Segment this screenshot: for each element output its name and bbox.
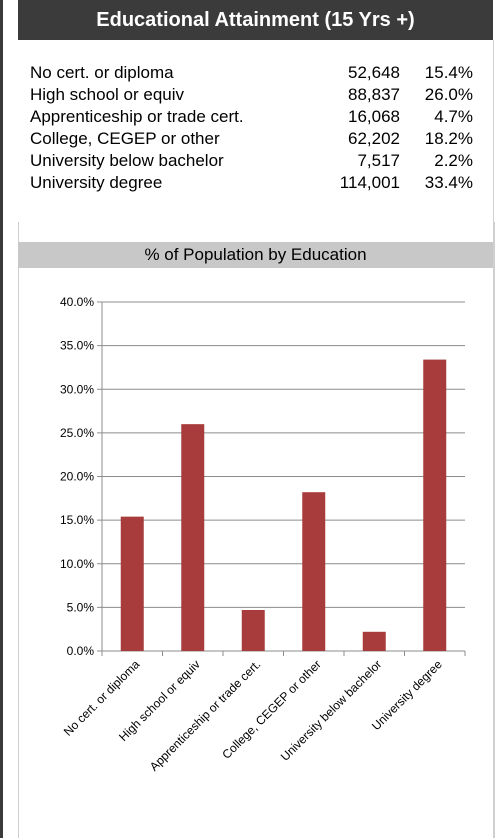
y-tick-label: 0.0% bbox=[67, 644, 95, 658]
right-edge-border bbox=[493, 40, 494, 838]
stats-label: College, CEGEP or other bbox=[30, 129, 220, 148]
y-tick-label: 20.0% bbox=[60, 470, 94, 484]
stats-percent: 18.2% bbox=[424, 129, 473, 148]
stats-count: 52,648 bbox=[348, 63, 400, 82]
x-tick-label: University below bachelor bbox=[278, 657, 385, 764]
y-tick-label: 35.0% bbox=[60, 339, 94, 353]
bar bbox=[181, 424, 205, 651]
stats-count: 16,068 bbox=[348, 107, 400, 126]
chart-title: % of Population by Education bbox=[18, 242, 493, 268]
stats-percent: 15.4% bbox=[424, 63, 473, 82]
y-tick-label: 5.0% bbox=[67, 600, 95, 614]
x-tick-label: College, CEGEP or other bbox=[219, 657, 324, 762]
bar bbox=[423, 359, 447, 651]
stats-percent: 4.7% bbox=[434, 107, 473, 126]
stats-row: University below bachelor 7,517 2.2% bbox=[30, 150, 475, 172]
stats-label: No cert. or diploma bbox=[30, 63, 174, 82]
stats-table: No cert. or diploma 52,648 15.4% High sc… bbox=[30, 62, 475, 194]
bar bbox=[120, 516, 144, 651]
panel-title: Educational Attainment (15 Yrs +) bbox=[18, 0, 493, 40]
stats-label: Apprenticeship or trade cert. bbox=[30, 107, 244, 126]
y-tick-label: 30.0% bbox=[60, 382, 94, 396]
bar bbox=[362, 631, 386, 651]
stats-row: Apprenticeship or trade cert. 16,068 4.7… bbox=[30, 106, 475, 128]
stats-count: 62,202 bbox=[348, 129, 400, 148]
y-tick-label: 40.0% bbox=[60, 295, 94, 309]
bar bbox=[302, 492, 326, 651]
stats-count: 88,837 bbox=[348, 85, 400, 104]
y-tick-label: 10.0% bbox=[60, 557, 94, 571]
stats-percent: 26.0% bbox=[424, 85, 473, 104]
stats-row: College, CEGEP or other 62,202 18.2% bbox=[30, 128, 475, 150]
left-edge-border bbox=[0, 0, 3, 838]
stats-row: High school or equiv 88,837 26.0% bbox=[30, 84, 475, 106]
stats-label: High school or equiv bbox=[30, 85, 185, 104]
chart-panel bbox=[18, 222, 495, 838]
stats-label: University degree bbox=[30, 173, 163, 192]
stats-percent: 33.4% bbox=[424, 173, 473, 192]
y-tick-label: 15.0% bbox=[60, 513, 94, 527]
panel-title-text: Educational Attainment (15 Yrs +) bbox=[96, 8, 415, 31]
stats-count: 7,517 bbox=[357, 151, 400, 170]
chart-title-text: % of Population by Education bbox=[144, 245, 367, 264]
x-tick-label: Apprenticeship or trade cert. bbox=[147, 657, 263, 773]
y-tick-label: 25.0% bbox=[60, 426, 94, 440]
stats-count: 114,001 bbox=[339, 173, 400, 192]
bar bbox=[241, 609, 265, 651]
stats-percent: 2.2% bbox=[434, 151, 473, 170]
stats-row: No cert. or diploma 52,648 15.4% bbox=[30, 62, 475, 84]
stats-label: University below bachelor bbox=[30, 151, 224, 170]
stats-row: University degree 114,001 33.4% bbox=[30, 172, 475, 194]
